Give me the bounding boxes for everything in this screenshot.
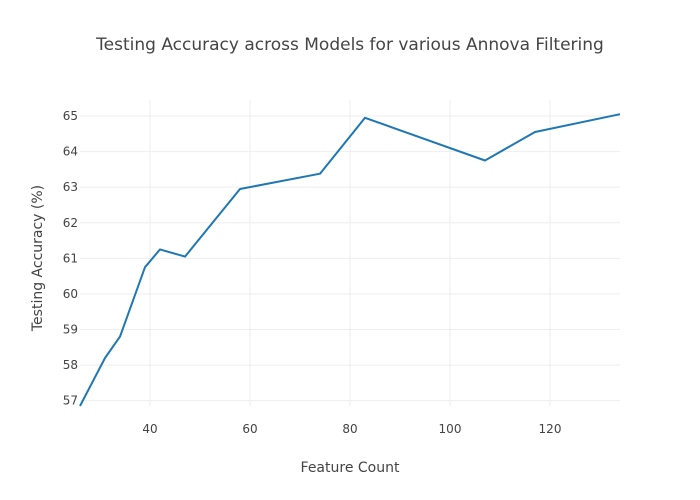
series-layer xyxy=(74,108,626,412)
x-axis-title: Feature Count xyxy=(301,460,400,476)
chart-title: Testing Accuracy across Models for vario… xyxy=(95,35,604,55)
data-point[interactable] xyxy=(179,251,191,263)
y-tick-label: 57 xyxy=(63,394,78,408)
x-tick-label: 120 xyxy=(539,422,562,436)
x-tick-label: 100 xyxy=(439,422,462,436)
data-point[interactable] xyxy=(74,400,86,412)
data-point[interactable] xyxy=(234,183,246,195)
y-tick-label: 63 xyxy=(63,180,78,194)
y-tick-label: 64 xyxy=(63,145,78,159)
data-point[interactable] xyxy=(359,112,371,124)
data-point[interactable] xyxy=(479,154,491,166)
y-tick-label: 61 xyxy=(63,251,78,265)
y-tick-label: 62 xyxy=(63,216,78,230)
x-axis-ticks: 40 60 80 100 120 xyxy=(142,422,561,436)
x-tick-label: 40 xyxy=(142,422,157,436)
y-tick-label: 59 xyxy=(63,323,78,337)
series-line xyxy=(79,113,621,407)
x-tick-label: 60 xyxy=(242,422,257,436)
data-point[interactable] xyxy=(114,331,126,343)
grid xyxy=(80,100,620,406)
y-axis-title: Testing Accuracy (%) xyxy=(30,185,46,332)
data-point[interactable] xyxy=(529,126,541,138)
y-tick-label: 60 xyxy=(63,287,78,301)
data-point[interactable] xyxy=(314,168,326,180)
data-point[interactable] xyxy=(99,352,111,364)
x-tick-label: 80 xyxy=(342,422,357,436)
data-point[interactable] xyxy=(139,261,151,273)
data-point[interactable] xyxy=(154,243,166,255)
data-point[interactable] xyxy=(614,108,626,120)
y-axis-ticks: 57 58 59 60 61 62 63 64 65 xyxy=(63,109,78,408)
y-tick-label: 58 xyxy=(63,358,78,372)
y-tick-label: 65 xyxy=(63,109,78,123)
